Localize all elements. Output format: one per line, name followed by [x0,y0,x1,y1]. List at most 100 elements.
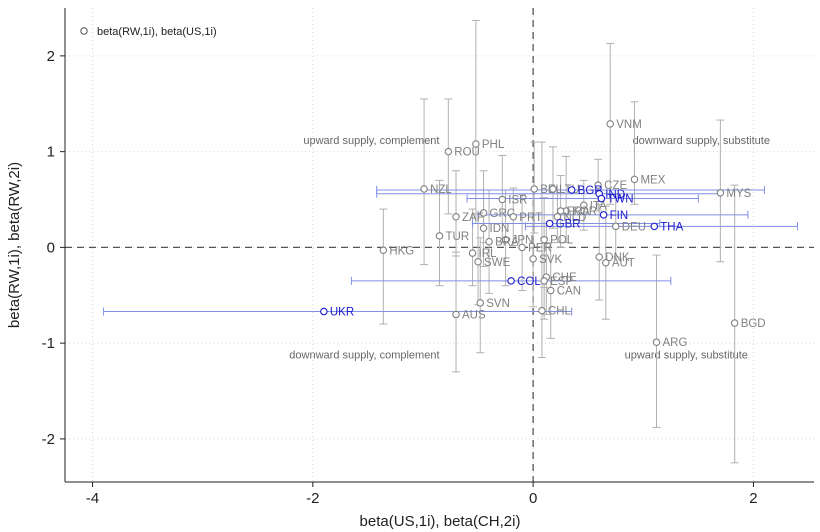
legend-marker [80,27,88,35]
legend: beta(RW,1i), beta(US,1i) [80,26,217,38]
data-point-phl [472,140,480,148]
y-tick-label: 0 [47,239,55,256]
point-label-chl: CHL [548,306,572,318]
y-tick-label: 2 [47,48,55,65]
x-tick-label: 2 [749,490,757,507]
data-point-ita [580,201,588,210]
data-point-chl [538,306,546,315]
data-point-tur [435,232,444,240]
point-label-mex: MEX [640,174,665,186]
point-label-grc: GRC [490,208,516,220]
data-point-fin [599,211,608,219]
point-label-gbr: GBR [556,218,581,230]
data-point-ukr [320,307,328,316]
data-point-mys [716,189,725,197]
point-label-aus: AUS [462,309,486,321]
point-label-per: PER [528,242,552,254]
x-axis-title: beta(US,1i), beta(CH,2i) [360,513,521,530]
legend-label: beta(RW,1i), beta(US,1i) [97,26,217,38]
data-point-gbr [545,219,554,228]
y-axis-title: beta(RW,1i), beta(RW,2i) [6,162,23,328]
point-label-phl: PHL [482,139,505,151]
point-label-mys: MYS [726,188,751,200]
data-point-col [507,277,515,285]
data-point-zaf [452,213,460,221]
data-point-svn [476,299,485,307]
data-point-jpn [501,235,510,244]
point-label-ita: ITA [590,200,607,212]
data-point-nzl [420,185,428,193]
point-label-can: CAN [557,285,581,297]
annotation-downward-substitute: downward supply, substitute [633,135,770,147]
axes [64,8,814,483]
annotation-downward-complement: downward supply, complement [289,350,439,362]
data-point-twn [597,194,606,203]
point-label-pol: POL [550,235,574,247]
point-label-rou: ROU [454,147,480,159]
point-label-cze: CZE [604,180,627,192]
axis-ticks: -4 -2 0 2 -2 -1 0 1 2 [42,48,758,507]
data-point-idn [479,224,488,232]
point-label-tur: TUR [446,231,470,243]
point-label-vnm: VNM [616,119,642,131]
x-tick-label: 0 [529,490,537,507]
data-point-swe [474,258,482,266]
y-tick-label: -2 [42,431,55,448]
point-label-bgd: BGD [741,318,766,330]
data-point-fra [556,207,565,215]
point-label-aut: AUT [612,258,635,270]
point-label-che: CHE [552,272,577,284]
data-point-deu [611,222,620,231]
point-label-dnk: DNK [605,252,630,264]
point-label-isr: ISR [508,195,527,207]
quadrant-annotations: upward supply, complement downward suppl… [289,135,770,361]
data-point-hkg [379,246,388,255]
point-label-zaf: ZAF [462,212,484,224]
point-label-swe: SWE [484,257,511,269]
data-point-irl [468,249,477,257]
data-point-dnk [595,253,603,261]
point-label-bra: BRA [495,237,519,249]
point-label-prt: PRT [519,212,542,224]
data-point-vnm [606,120,614,128]
data-point-cze [594,181,602,189]
data-point-nld [553,213,562,221]
annotation-upward-complement: upward supply, complement [303,135,439,147]
annotation-upward-substitute: upward supply, substitute [625,350,748,362]
data-point-svk [529,255,537,263]
data-point-arg [652,338,661,346]
data-point-pol [540,235,548,244]
point-label-irl: IRL [479,248,498,260]
data-point-bra [485,237,493,246]
point-label-nzl: NZL [430,184,452,196]
point-label-idn: IDN [490,223,510,235]
data-point-rou [444,147,453,156]
data-point-bgr [567,186,576,194]
point-label-col: COL [517,276,541,288]
x-tick-label: -2 [306,490,319,507]
data-point-can [546,286,555,295]
point-label-ukr: UKR [330,307,354,319]
point-label-hkg: HKG [389,245,414,257]
point-label-svn: SVN [486,298,510,310]
point-label-tha: THA [660,221,683,233]
data-point-ltu [549,185,557,193]
data-point-prt [509,213,518,221]
data-point-aus [452,310,460,319]
point-label-jpn: JPN [512,235,534,247]
y-tick-label: -1 [42,335,55,352]
point-label-esp: ESP [550,276,573,288]
point-label-ind: IND [605,189,625,201]
data-point-bel [530,185,538,193]
data-point-aut [602,258,610,267]
point-label-arg: ARG [662,337,687,349]
data-point-grc [479,209,488,217]
point-label-svk: SVK [539,254,562,266]
data-point-mex [630,175,639,184]
x-tick-label: -4 [86,490,99,507]
point-label-deu: DEU [622,221,646,233]
point-label-fra: FRA [567,206,590,218]
data-point-esp [540,277,548,285]
